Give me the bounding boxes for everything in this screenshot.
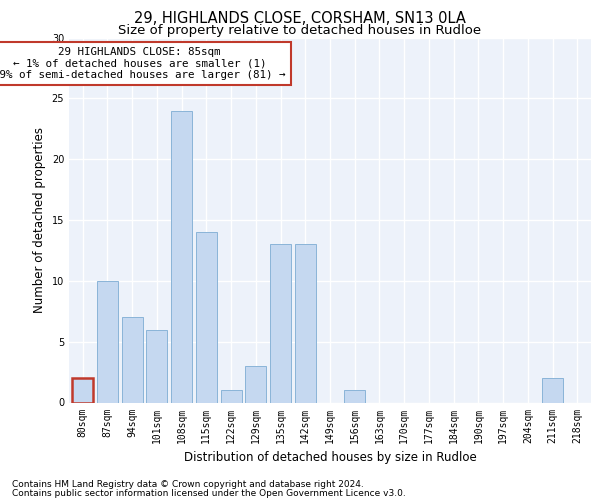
Text: Contains public sector information licensed under the Open Government Licence v3: Contains public sector information licen… [12, 488, 406, 498]
Text: 29 HIGHLANDS CLOSE: 85sqm
← 1% of detached houses are smaller (1)
99% of semi-de: 29 HIGHLANDS CLOSE: 85sqm ← 1% of detach… [0, 47, 286, 80]
Bar [295, 244, 316, 402]
Bar [245, 366, 266, 403]
Bar [196, 232, 217, 402]
X-axis label: Distribution of detached houses by size in Rudloe: Distribution of detached houses by size … [184, 451, 476, 464]
Text: 29, HIGHLANDS CLOSE, CORSHAM, SN13 0LA: 29, HIGHLANDS CLOSE, CORSHAM, SN13 0LA [134, 11, 466, 26]
Bar [72, 378, 93, 402]
Bar [171, 110, 192, 403]
Bar [146, 330, 167, 402]
Bar [270, 244, 291, 402]
Bar [542, 378, 563, 402]
Bar [122, 318, 143, 402]
Bar [344, 390, 365, 402]
Y-axis label: Number of detached properties: Number of detached properties [33, 127, 46, 313]
Bar [221, 390, 242, 402]
Text: Size of property relative to detached houses in Rudloe: Size of property relative to detached ho… [118, 24, 482, 37]
Bar [97, 281, 118, 402]
Text: Contains HM Land Registry data © Crown copyright and database right 2024.: Contains HM Land Registry data © Crown c… [12, 480, 364, 489]
